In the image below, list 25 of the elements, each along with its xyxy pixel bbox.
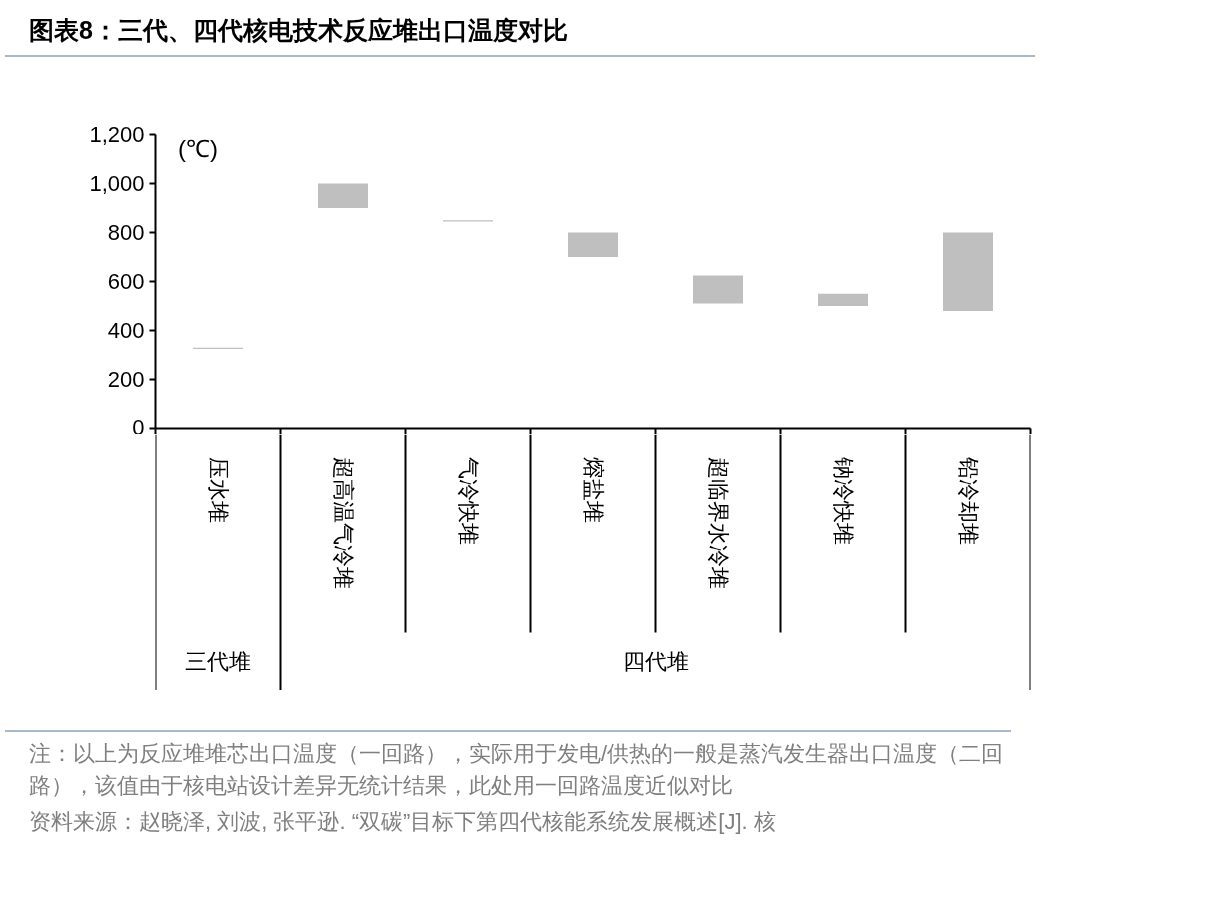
- y-tick-label: 1,000: [89, 170, 145, 196]
- y-axis-title: (℃): [178, 134, 218, 162]
- bar: [943, 232, 993, 311]
- x-tick-label: 熔盐堆: [580, 456, 606, 523]
- x-tick-label: 钠冷快堆: [830, 455, 856, 545]
- bar: [818, 293, 868, 306]
- y-tick-label: 1,200: [89, 121, 145, 147]
- chart-title: 图表8：三代、四代核电技术反应堆出口温度对比: [29, 15, 568, 46]
- y-tick-label: 600: [107, 268, 145, 294]
- y-tick-label: 400: [107, 317, 145, 343]
- y-tick-label: 800: [107, 219, 145, 245]
- x-tick-label: 铅冷却堆: [955, 455, 981, 545]
- x-tick-label: 压水堆: [205, 456, 231, 523]
- text: 注：以上为反应堆堆芯出口温度（一回路），实际用于发电/供热的一般是蒸汽发生器出口温度（二回路），该值由于核电站设计差异无统计结果，此处用一回路温度近似对比: [29, 739, 1005, 800]
- x-tick-label: 气冷快堆: [455, 456, 481, 545]
- text: 资料来源：赵晓泽, 刘波, 张平逊. “双碳”目标下第四代核能系统发展概述[J]. 核: [29, 807, 777, 836]
- bar: [318, 183, 368, 208]
- bar: [568, 232, 618, 257]
- x-tick-label: 超高温气冷堆: [330, 456, 356, 589]
- x-tick-label: 超临界水冷堆: [705, 456, 731, 589]
- bar: [693, 275, 743, 304]
- text: 三代堆: [185, 648, 251, 674]
- text: 四代堆: [622, 648, 689, 674]
- y-tick-label: 200: [107, 366, 145, 392]
- y-tick-label: 0: [132, 414, 145, 440]
